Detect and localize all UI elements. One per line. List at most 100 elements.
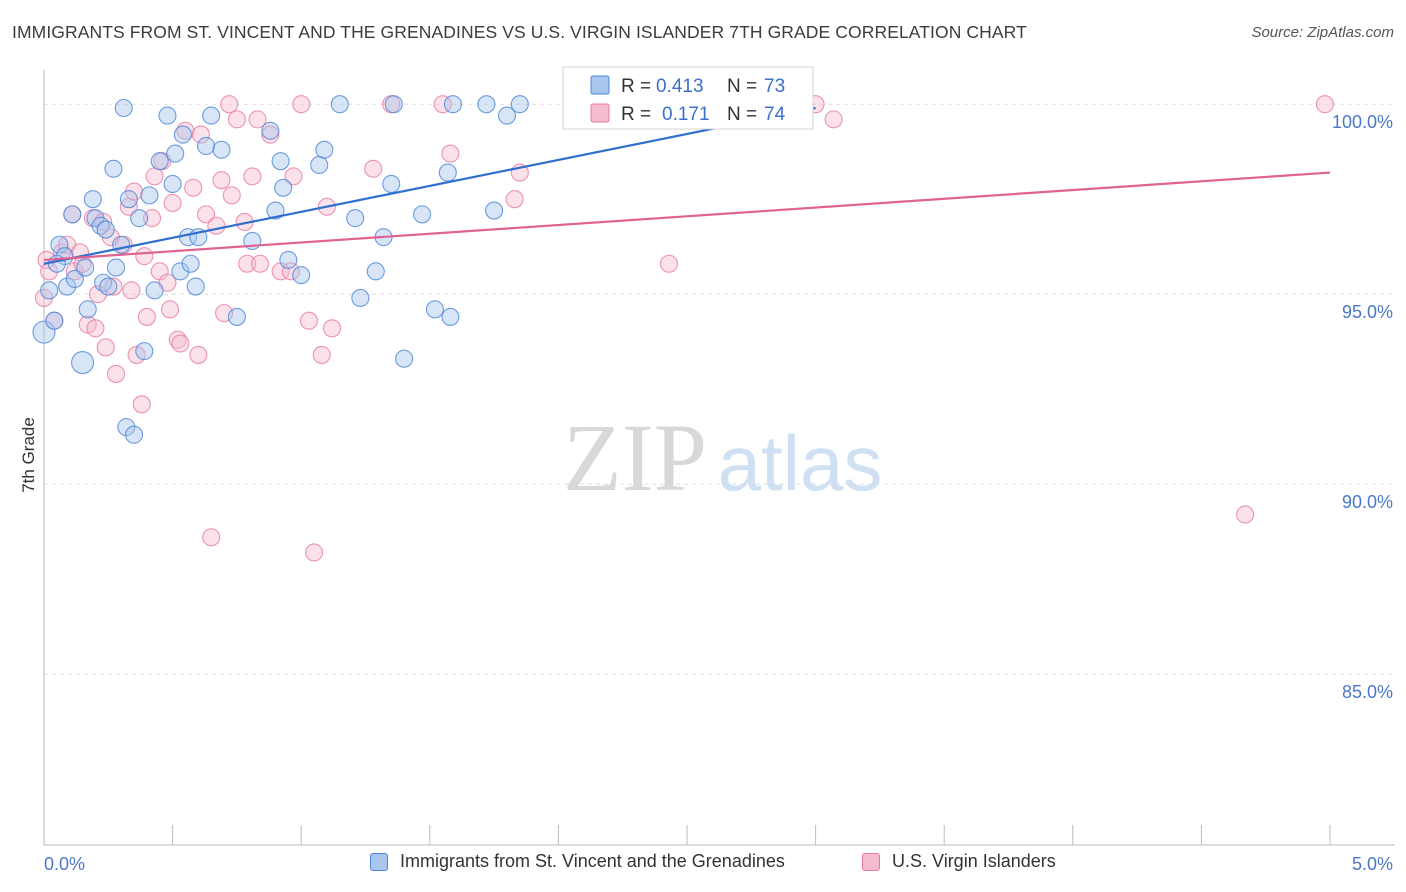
point-blue-22	[119, 190, 138, 209]
point-pink-42	[212, 171, 231, 190]
trend-line-blue	[43, 106, 816, 265]
chart-title: IMMIGRANTS FROM ST. VINCENT AND THE GREN…	[12, 22, 1027, 42]
point-blue-5	[58, 277, 77, 296]
x-tick-label-1: 5.0%	[1352, 854, 1393, 874]
point-blue-10	[78, 300, 97, 319]
legend-n-label-pink: N =	[727, 104, 757, 125]
point-pink-55	[284, 167, 303, 186]
point-pink-11	[86, 319, 105, 338]
point-blue-44	[266, 201, 285, 220]
watermark-zip: ZIP	[563, 404, 707, 511]
point-pink-23	[132, 395, 151, 414]
point-blue-51	[330, 95, 349, 114]
point-pink-52	[261, 125, 280, 144]
y-tick-label-2: 90.0%	[1342, 492, 1393, 512]
point-blue-33	[173, 125, 192, 144]
point-blue-47	[279, 250, 298, 270]
point-blue-53	[351, 288, 370, 307]
point-pink-14	[96, 338, 115, 357]
point-blue-58	[395, 349, 414, 368]
bottom-legend: Immigrants from St. Vincent and the Gren…	[0, 851, 1406, 879]
point-pink-40	[202, 528, 221, 547]
point-blue-67	[510, 95, 529, 114]
point-blue-50	[315, 140, 334, 159]
point-pink-20	[122, 281, 141, 300]
watermark: ZIP atlas	[563, 404, 882, 511]
point-blue-52	[346, 209, 365, 228]
point-blue-41	[227, 307, 246, 326]
legend-n-label-blue: N =	[727, 76, 757, 97]
point-pink-71	[1236, 505, 1255, 524]
series-st-vincent	[32, 95, 774, 444]
point-blue-56	[382, 174, 401, 194]
legend-n-value-pink: 74	[764, 104, 786, 125]
point-pink-25	[137, 307, 156, 326]
point-blue-26	[140, 186, 159, 205]
point-pink-61	[323, 319, 342, 338]
grid-lines	[44, 103, 1395, 675]
legend-r-value-pink: 0.171	[662, 104, 710, 125]
point-blue-1	[40, 281, 59, 300]
point-blue-35	[181, 254, 200, 273]
point-blue-20	[114, 98, 133, 118]
y-axis-label: 7th Grade	[19, 417, 38, 493]
point-pink-37	[189, 345, 208, 364]
point-pink-41	[207, 216, 226, 235]
point-blue-30	[163, 174, 182, 194]
point-blue-49	[310, 155, 329, 175]
point-blue-64	[477, 95, 496, 114]
legend-r-label-blue: R =	[621, 76, 651, 97]
legend-n-value-blue: 73	[764, 76, 785, 97]
point-blue-46	[274, 178, 293, 197]
point-blue-21	[117, 418, 136, 437]
point-pink-32	[163, 193, 182, 213]
point-blue-40	[212, 140, 231, 159]
point-blue-28	[150, 152, 169, 171]
point-pink-38	[191, 125, 210, 144]
point-pink-59	[312, 345, 331, 364]
point-pink-57	[299, 311, 318, 330]
watermark-atlas: atlas	[718, 419, 883, 507]
point-blue-45	[271, 152, 290, 171]
point-blue-57	[384, 95, 403, 114]
point-blue-18	[106, 258, 126, 277]
point-pink-17	[106, 364, 126, 383]
x-tick-label-0: 0.0%	[44, 854, 85, 874]
point-pink-49	[243, 167, 262, 186]
bottom-legend-item-blue: Immigrants from St. Vincent and the Gren…	[370, 851, 785, 872]
point-blue-43	[261, 121, 280, 140]
point-blue-48	[292, 266, 311, 285]
point-pink-12	[88, 285, 108, 304]
point-pink-68	[659, 254, 679, 273]
point-blue-0	[32, 320, 56, 344]
axes	[43, 70, 1395, 846]
bottom-legend-swatch-blue	[370, 852, 388, 871]
tick-labels: 100.0% 95.0% 90.0% 85.0% 0.0% 5.0%	[44, 112, 1393, 874]
point-blue-17	[104, 159, 123, 178]
bottom-legend-label-pink: U.S. Virgin Islanders	[892, 851, 1056, 871]
point-blue-32	[171, 262, 190, 281]
point-pink-70	[824, 110, 843, 129]
point-pink-6	[65, 262, 84, 281]
point-pink-24	[135, 247, 154, 266]
point-blue-65	[485, 201, 504, 220]
point-blue-3	[50, 235, 69, 254]
bottom-legend-label-blue: Immigrants from St. Vincent and the Gren…	[400, 851, 785, 871]
point-blue-25	[135, 342, 154, 361]
point-blue-29	[158, 106, 177, 125]
point-blue-9	[76, 258, 95, 277]
point-pink-54	[281, 262, 300, 281]
point-blue-61	[438, 163, 457, 182]
point-blue-2	[45, 311, 64, 330]
point-blue-62	[441, 307, 460, 326]
point-pink-48	[238, 254, 257, 273]
legend-box: R = 0.413 N = 73 R = 0.171 N = 74	[562, 66, 814, 130]
point-pink-31	[160, 300, 180, 319]
point-blue-16	[99, 277, 118, 296]
point-blue-19	[112, 235, 131, 254]
point-blue-66	[497, 106, 517, 125]
point-pink-34	[171, 334, 190, 353]
y-tick-label-0: 100.0%	[1332, 112, 1393, 132]
point-blue-38	[196, 136, 216, 156]
